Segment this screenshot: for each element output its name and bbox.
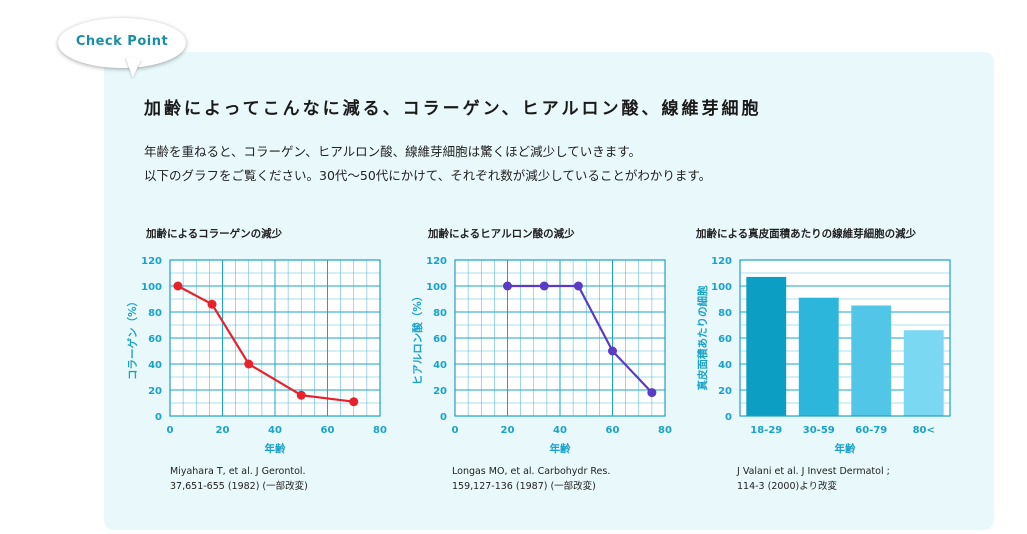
collagen-line-chart: 0 20 40 60 80 100 120 コラーゲン（%） 0 20 40 60 80 年齢 xyxy=(126,256,387,455)
y-tick-label: 120 xyxy=(141,256,162,267)
x-tick-label: 30-59 xyxy=(803,425,835,436)
data-point xyxy=(244,359,254,369)
data-point xyxy=(349,397,359,407)
chart-title-fibroblast: 加齢による真皮面積あたりの線維芽細胞の減少 xyxy=(696,228,917,240)
x-tick-label: 20 xyxy=(216,425,230,436)
reference-line: 114-3 (2000)より改変 xyxy=(737,481,838,492)
section-heading: 加齢によってこんなに減る、コラーゲン、ヒアルロン酸、線維芽細胞 xyxy=(144,99,762,119)
x-tick-label: 18-29 xyxy=(750,425,782,436)
y-tick-label: 60 xyxy=(433,334,447,345)
y-tick-label: 60 xyxy=(148,334,162,345)
y-tick-label: 20 xyxy=(148,386,162,397)
plot-border xyxy=(454,259,666,417)
x-tick-label: 60 xyxy=(606,425,620,436)
data-point xyxy=(573,281,583,291)
reference-line: Miyahara T, et al. J Gerontol. xyxy=(170,466,306,477)
x-tick-label: 60 xyxy=(321,425,335,436)
x-tick-label: 80 xyxy=(658,425,672,436)
data-point xyxy=(207,299,217,309)
plot-border xyxy=(169,259,381,417)
y-tick-label: 0 xyxy=(155,412,162,423)
reference-line: 37,651-655 (1982) (一部改変) xyxy=(170,481,308,492)
x-axis-label: 年齢 xyxy=(835,442,856,455)
y-axis-label: コラーゲン（%） xyxy=(126,296,139,380)
data-point xyxy=(608,346,617,356)
x-tick-label: 40 xyxy=(268,425,282,436)
y-tick-label: 120 xyxy=(711,256,732,267)
data-point xyxy=(173,281,183,291)
chart-title-collagen: 加齢によるコラーゲンの減少 xyxy=(146,228,283,240)
x-tick-label: 80< xyxy=(913,425,935,436)
fibroblast-bar-chart: 0 20 40 60 80 100 120 真皮面積あたりの細胞 18-29 30-59 60-79… xyxy=(696,256,951,455)
intro-line-1: 年齢を重ねると、コラーゲン、ヒアルロン酸、線維芽細胞は驚くほど減少していきます。 xyxy=(144,144,642,159)
check-point-label: Check Point xyxy=(75,34,169,49)
x-tick-label: 0 xyxy=(167,425,174,436)
y-tick-label: 80 xyxy=(433,308,447,319)
x-tick-label: 20 xyxy=(501,425,515,436)
x-tick-label: 60-79 xyxy=(855,425,887,436)
y-tick-label: 60 xyxy=(718,334,732,345)
chart-title-hyaluronic: 加齢によるヒアルロン酸の減少 xyxy=(428,228,575,240)
bubble-tail xyxy=(122,56,142,80)
y-tick-label: 40 xyxy=(718,360,732,371)
bar xyxy=(851,305,892,416)
reference-fibroblast: J Valani et al. J Invest Dermatol ; 114-… xyxy=(737,464,890,494)
bar xyxy=(903,330,944,416)
bar xyxy=(746,276,787,416)
x-tick-label: 80 xyxy=(373,425,387,436)
y-axis-label: 真皮面積あたりの細胞 xyxy=(696,285,709,390)
reference-line: J Valani et al. J Invest Dermatol ; xyxy=(737,466,890,477)
x-axis-label: 年齢 xyxy=(550,442,571,455)
y-tick-label: 100 xyxy=(426,282,447,293)
y-tick-label: 20 xyxy=(433,386,447,397)
y-tick-label: 120 xyxy=(426,256,447,267)
y-tick-label: 100 xyxy=(711,282,732,293)
data-point xyxy=(503,281,512,291)
reference-collagen: Miyahara T, et al. J Gerontol. 37,651-65… xyxy=(170,464,308,494)
plot-border xyxy=(739,259,951,417)
y-tick-label: 0 xyxy=(440,412,447,423)
x-tick-label: 40 xyxy=(553,425,567,436)
y-tick-label: 0 xyxy=(725,412,732,423)
reference-line: Longas MO, et al. Carbohydr Res. xyxy=(452,466,611,477)
y-tick-label: 40 xyxy=(433,360,447,371)
y-axis-label: ヒアルロン酸（%） xyxy=(411,291,424,385)
x-tick-label: 0 xyxy=(452,425,459,436)
y-tick-label: 80 xyxy=(148,308,162,319)
x-axis-label: 年齢 xyxy=(265,442,286,455)
y-tick-label: 40 xyxy=(148,360,162,371)
data-point xyxy=(296,390,306,400)
data-point xyxy=(539,281,549,291)
reference-hyaluronic: Longas MO, et al. Carbohydr Res. 159,127… xyxy=(452,464,610,494)
hyaluronic-line-chart: 0 20 40 60 80 100 120 ヒアルロン酸（%） 0 20 40 60 80 年齢 xyxy=(411,256,672,455)
intro-line-2: 以下のグラフをご覧ください。30代～50代にかけて、それぞれ数が減少していること… xyxy=(144,168,712,183)
y-tick-label: 100 xyxy=(141,282,162,293)
bar xyxy=(798,297,839,416)
y-tick-label: 80 xyxy=(718,308,732,319)
intro-text: 年齢を重ねると、コラーゲン、ヒアルロン酸、線維芽細胞は驚くほど減少していきます。… xyxy=(144,140,711,188)
data-point xyxy=(647,388,657,398)
check-point-bubble xyxy=(58,18,186,68)
reference-line: 159,127-136 (1987) (一部改変) xyxy=(452,481,596,492)
y-tick-label: 20 xyxy=(718,386,732,397)
